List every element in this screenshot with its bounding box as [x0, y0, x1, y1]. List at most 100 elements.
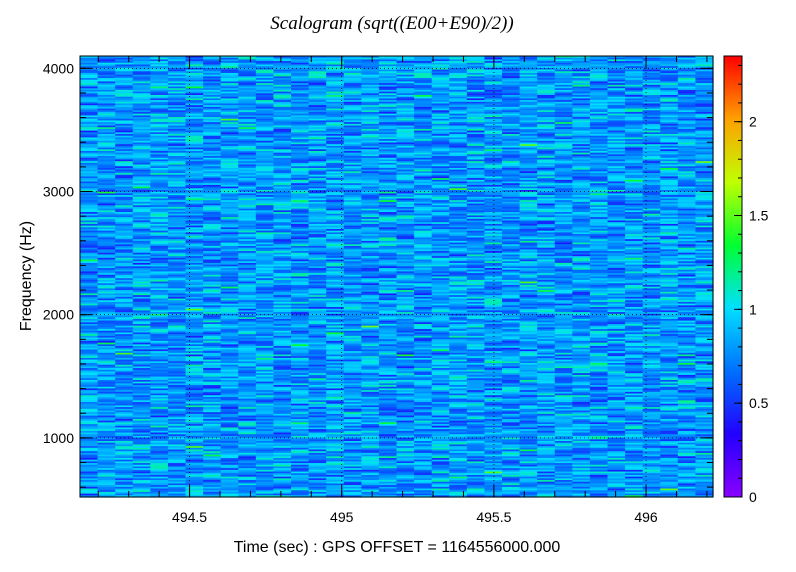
heatmap-cell — [185, 256, 204, 259]
heatmap-cell — [625, 284, 644, 288]
heatmap-cell — [537, 157, 556, 161]
heatmap-cell — [642, 76, 661, 79]
heatmap-cell — [642, 244, 661, 247]
heatmap-cell — [625, 191, 644, 194]
heatmap-cell — [291, 230, 310, 233]
heatmap-cell — [185, 191, 204, 194]
heatmap-cell — [255, 200, 275, 203]
heatmap-cell — [185, 269, 204, 273]
heatmap-cell — [484, 140, 503, 144]
heatmap-cell — [449, 288, 468, 291]
heatmap-cell — [396, 220, 415, 223]
heatmap-cell — [537, 279, 556, 283]
heatmap-cell — [695, 193, 714, 196]
heatmap-cell — [273, 259, 292, 262]
heatmap-cell — [607, 95, 626, 98]
heatmap-cell — [150, 86, 169, 89]
heatmap-cell — [484, 240, 503, 244]
heatmap-cell — [361, 215, 380, 218]
heatmap-cell — [132, 222, 151, 225]
heatmap-cell — [220, 145, 239, 149]
heatmap-cell — [449, 284, 468, 288]
heatmap-cell — [466, 259, 486, 262]
heatmap-cell — [625, 213, 644, 217]
heatmap-cell — [625, 171, 644, 174]
heatmap-cell — [554, 288, 573, 291]
heatmap-cell — [115, 137, 134, 140]
heatmap-cell — [642, 278, 661, 281]
heatmap-cell — [80, 64, 99, 67]
heatmap-cell — [167, 173, 187, 176]
heatmap-cell — [431, 145, 450, 149]
heatmap-cell — [203, 117, 222, 120]
heatmap-cell — [466, 147, 486, 150]
heatmap-cell — [220, 286, 239, 289]
heatmap-cell — [308, 127, 327, 130]
heatmap-cell — [466, 66, 486, 69]
heatmap-cell — [572, 95, 591, 98]
heatmap-cell — [115, 95, 134, 98]
heatmap-cell — [625, 230, 644, 233]
heatmap-cell — [255, 193, 275, 196]
heatmap-cell — [80, 167, 99, 171]
heatmap-cell — [80, 191, 99, 194]
heatmap-cell — [502, 217, 521, 220]
heatmap-cell — [431, 164, 450, 167]
heatmap-cell — [343, 147, 362, 150]
heatmap-cell — [431, 276, 450, 279]
heatmap-cell — [80, 262, 99, 266]
heatmap-cell — [291, 261, 310, 264]
heatmap-cell — [97, 225, 116, 228]
heatmap-cell — [695, 252, 714, 256]
heatmap-cell — [502, 262, 521, 266]
heatmap-cell — [80, 115, 99, 118]
heatmap-cell — [677, 161, 697, 164]
heatmap-cell — [308, 200, 327, 203]
heatmap-cell — [414, 120, 433, 123]
heatmap-cell — [625, 149, 644, 152]
heatmap-cell — [361, 276, 380, 279]
heatmap-cell — [502, 200, 521, 203]
heatmap-cell — [273, 206, 292, 210]
heatmap-cell — [80, 179, 99, 183]
heatmap-cell — [203, 83, 222, 86]
heatmap-cell — [308, 106, 327, 110]
heatmap-cell — [167, 249, 187, 252]
heatmap-cell — [132, 145, 151, 149]
heatmap-cell — [625, 147, 644, 150]
heatmap-cell — [589, 244, 609, 247]
heatmap-cell — [396, 105, 415, 108]
heatmap-cell — [502, 269, 521, 273]
heatmap-cell — [554, 81, 573, 84]
heatmap-cell — [132, 245, 151, 249]
heatmap-cell — [607, 167, 626, 171]
heatmap-cell — [537, 137, 556, 140]
heatmap-cell — [291, 106, 310, 110]
heatmap-cell — [677, 149, 697, 152]
heatmap-cell — [484, 264, 503, 267]
heatmap-cell — [326, 88, 345, 91]
heatmap-cell — [80, 117, 99, 120]
heatmap-cell — [642, 96, 661, 100]
heatmap-cell — [273, 59, 292, 62]
heatmap-cell — [343, 234, 362, 237]
heatmap-cell — [572, 161, 591, 164]
heatmap-cell — [326, 91, 345, 94]
heatmap-cell — [449, 186, 468, 189]
heatmap-cell — [97, 105, 116, 108]
heatmap-cell — [80, 128, 99, 132]
heatmap-cell — [308, 150, 327, 154]
heatmap-cell — [80, 229, 99, 232]
heatmap-cell — [255, 128, 275, 132]
heatmap-cell — [677, 167, 697, 171]
heatmap-cell — [660, 137, 679, 140]
heatmap-cell — [220, 223, 239, 227]
heatmap-cell — [203, 171, 222, 174]
heatmap-cell — [255, 247, 275, 250]
heatmap-cell — [255, 225, 275, 228]
heatmap-cell — [273, 252, 292, 256]
heatmap-cell — [308, 78, 327, 81]
heatmap-cell — [695, 268, 714, 271]
heatmap-cell — [589, 156, 609, 159]
heatmap-cell — [343, 96, 362, 100]
